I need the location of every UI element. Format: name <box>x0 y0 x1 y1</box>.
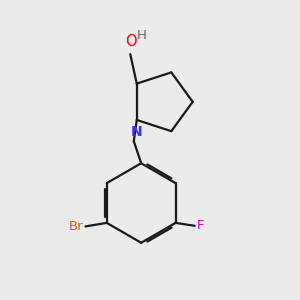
Text: Br: Br <box>69 220 83 233</box>
Text: F: F <box>197 219 205 232</box>
Text: H: H <box>136 29 146 42</box>
Text: O: O <box>125 34 137 49</box>
Text: N: N <box>131 125 142 139</box>
